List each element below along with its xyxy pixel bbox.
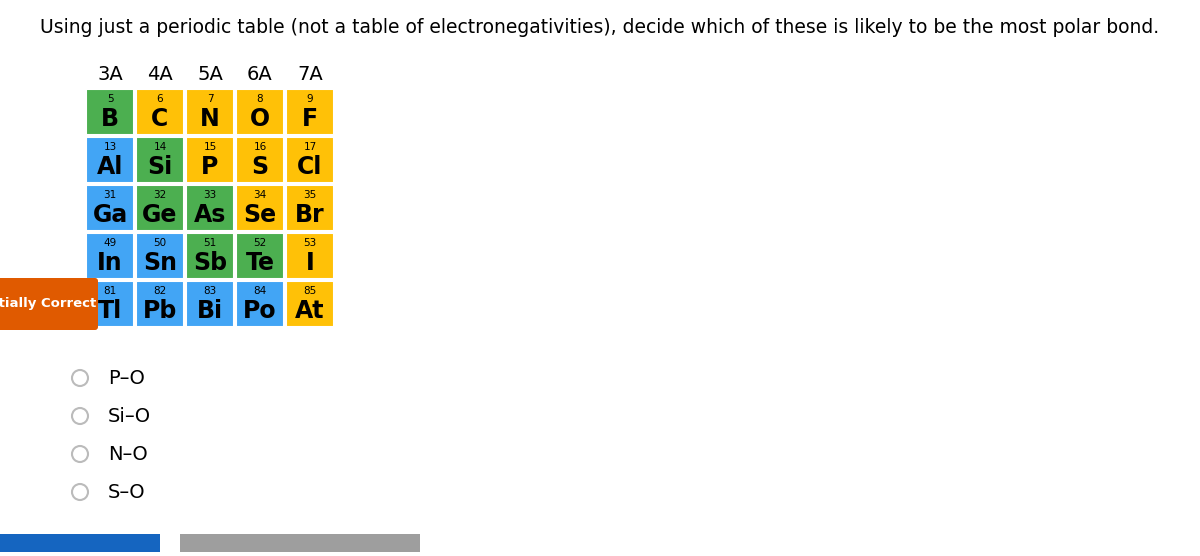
Text: Po: Po bbox=[244, 299, 277, 323]
Text: Si: Si bbox=[148, 155, 173, 179]
Text: 7A: 7A bbox=[298, 64, 323, 83]
Text: Ge: Ge bbox=[143, 203, 178, 227]
Circle shape bbox=[72, 484, 88, 500]
Text: S: S bbox=[252, 155, 269, 179]
Bar bbox=[236, 281, 284, 327]
Text: 13: 13 bbox=[103, 142, 116, 152]
Text: Tl: Tl bbox=[98, 299, 122, 323]
Bar bbox=[86, 185, 134, 231]
Text: C: C bbox=[151, 107, 169, 131]
Bar bbox=[286, 281, 334, 327]
Text: P: P bbox=[202, 155, 218, 179]
Text: 14: 14 bbox=[154, 142, 167, 152]
Text: 3A: 3A bbox=[97, 64, 122, 83]
Text: 81: 81 bbox=[103, 286, 116, 296]
Text: 49: 49 bbox=[103, 238, 116, 248]
Bar bbox=[186, 89, 234, 135]
Text: 32: 32 bbox=[154, 190, 167, 200]
Text: P–O: P–O bbox=[108, 369, 145, 388]
Text: Se: Se bbox=[244, 203, 276, 227]
Text: Te: Te bbox=[246, 251, 275, 275]
Text: 15: 15 bbox=[203, 142, 217, 152]
Text: 5A: 5A bbox=[197, 64, 223, 83]
Text: Ga: Ga bbox=[92, 203, 127, 227]
Bar bbox=[186, 137, 234, 183]
Bar bbox=[180, 534, 420, 552]
Text: 82: 82 bbox=[154, 286, 167, 296]
Bar bbox=[86, 233, 134, 279]
Bar bbox=[186, 281, 234, 327]
Text: Al: Al bbox=[97, 155, 124, 179]
Text: 51: 51 bbox=[203, 238, 217, 248]
Text: artially Correct: artially Correct bbox=[0, 297, 97, 310]
Text: 7: 7 bbox=[206, 94, 214, 104]
Bar bbox=[236, 137, 284, 183]
Text: 16: 16 bbox=[253, 142, 266, 152]
Bar bbox=[136, 185, 184, 231]
Text: 53: 53 bbox=[304, 238, 317, 248]
Text: 83: 83 bbox=[203, 286, 217, 296]
Text: I: I bbox=[306, 251, 314, 275]
Text: 9: 9 bbox=[307, 94, 313, 104]
Text: Cl: Cl bbox=[298, 155, 323, 179]
Text: S–O: S–O bbox=[108, 483, 145, 502]
Text: F: F bbox=[302, 107, 318, 131]
Text: Pb: Pb bbox=[143, 299, 178, 323]
Text: In: In bbox=[97, 251, 122, 275]
Text: O: O bbox=[250, 107, 270, 131]
FancyBboxPatch shape bbox=[0, 278, 98, 330]
Text: 52: 52 bbox=[253, 238, 266, 248]
Text: 35: 35 bbox=[304, 190, 317, 200]
Text: N: N bbox=[200, 107, 220, 131]
Text: 6A: 6A bbox=[247, 64, 272, 83]
Text: 50: 50 bbox=[154, 238, 167, 248]
Bar bbox=[236, 233, 284, 279]
Bar bbox=[286, 137, 334, 183]
Text: N–O: N–O bbox=[108, 444, 148, 464]
Bar bbox=[186, 233, 234, 279]
Text: Br: Br bbox=[295, 203, 325, 227]
Circle shape bbox=[72, 446, 88, 462]
Text: Sn: Sn bbox=[143, 251, 178, 275]
Text: 4A: 4A bbox=[148, 64, 173, 83]
Bar bbox=[0, 534, 160, 552]
Bar bbox=[86, 89, 134, 135]
Bar bbox=[186, 185, 234, 231]
Text: 8: 8 bbox=[257, 94, 263, 104]
Circle shape bbox=[72, 370, 88, 386]
Bar bbox=[236, 89, 284, 135]
Bar bbox=[136, 281, 184, 327]
Text: As: As bbox=[194, 203, 226, 227]
Bar bbox=[286, 89, 334, 135]
Circle shape bbox=[72, 408, 88, 424]
Bar bbox=[286, 185, 334, 231]
Bar bbox=[236, 185, 284, 231]
Bar bbox=[286, 233, 334, 279]
Text: 31: 31 bbox=[103, 190, 116, 200]
Bar bbox=[136, 89, 184, 135]
Text: 5: 5 bbox=[107, 94, 113, 104]
Bar bbox=[136, 233, 184, 279]
Text: 17: 17 bbox=[304, 142, 317, 152]
Bar bbox=[86, 137, 134, 183]
Text: 84: 84 bbox=[253, 286, 266, 296]
Text: B: B bbox=[101, 107, 119, 131]
Text: Si–O: Si–O bbox=[108, 406, 151, 425]
Text: Bi: Bi bbox=[197, 299, 223, 323]
Text: Using just a periodic table (not a table of electronegativities), decide which o: Using just a periodic table (not a table… bbox=[41, 18, 1159, 37]
Text: 85: 85 bbox=[304, 286, 317, 296]
Text: Sb: Sb bbox=[193, 251, 227, 275]
Bar bbox=[86, 281, 134, 327]
Text: 33: 33 bbox=[203, 190, 217, 200]
Bar bbox=[136, 137, 184, 183]
Text: 34: 34 bbox=[253, 190, 266, 200]
Text: 6: 6 bbox=[157, 94, 163, 104]
Text: At: At bbox=[295, 299, 325, 323]
